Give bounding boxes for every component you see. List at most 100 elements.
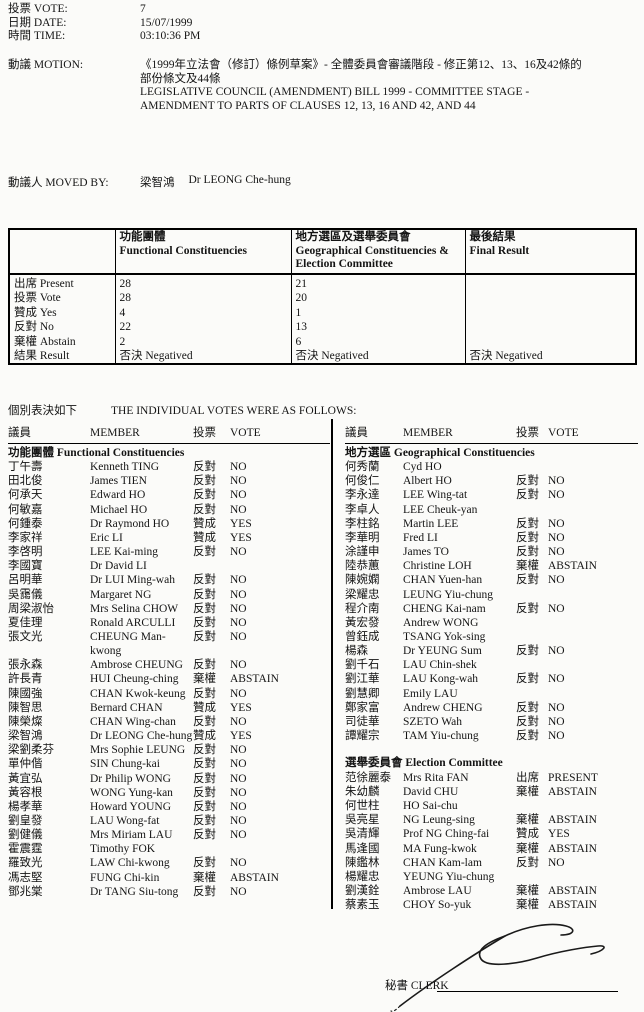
- member-vote-en: ABSTAIN: [548, 842, 597, 855]
- member-name-en: Timothy FOK: [90, 843, 156, 856]
- member-vote-en: [548, 687, 638, 701]
- member-row: 李國寶 Dr David LI: [8, 559, 330, 573]
- geographical-header-cn: 地方選區及選舉委員會: [295, 231, 411, 243]
- member-vote-en: NO: [230, 503, 247, 516]
- member-vote-cn: 反對: [193, 588, 216, 601]
- member-vote-en: NO: [230, 772, 247, 785]
- summary-final-value: [464, 274, 636, 292]
- member-col-header-cn: 議員: [8, 427, 31, 439]
- member-name-cn: 譚耀宗: [345, 730, 380, 743]
- member-name-en: Dr Raymond HO: [90, 517, 170, 530]
- member-name-en: Dr David LI: [90, 560, 147, 573]
- date-value: 15/07/1999: [140, 16, 193, 29]
- member-vote-en: ABSTAIN: [230, 673, 279, 686]
- member-name-en: LEE Kai-ming: [90, 546, 159, 559]
- mover-name-en: Dr LEONG Che-hung: [188, 174, 291, 186]
- member-vote-en: [548, 616, 638, 630]
- summary-row-label: 贊成 Yes: [8, 305, 115, 321]
- member-vote-en: NO: [230, 885, 247, 898]
- member-vote-cn: 反對: [193, 857, 216, 870]
- member-row: 劉江華 LAU Kong-wah 反對 NO: [345, 672, 638, 686]
- motion-block: 動議 MOTION: 《1999年立法會（修訂）條例草案》- 全體委員會審議階段…: [8, 59, 640, 113]
- member-vote-cn: 棄權: [516, 899, 539, 912]
- member-vote-en: NO: [548, 517, 565, 530]
- summary-header-row: 功能團體 Functional Constituencies 地方選區及選舉委員…: [8, 229, 636, 275]
- member-name-en: Mrs Miriam LAU: [90, 829, 173, 842]
- member-name-en: NG Leung-sing: [403, 814, 475, 827]
- time-value: 03:10:36 PM: [140, 30, 201, 42]
- summary-functional-value: 28: [114, 274, 291, 292]
- member-name-en: Albert HO: [403, 475, 452, 488]
- member-vote-en: [230, 842, 330, 856]
- member-name-en: HUI Cheung-ching: [90, 673, 179, 686]
- member-vote-cn: 反對: [193, 461, 216, 474]
- member-vote-cn: 棄權: [516, 785, 539, 798]
- member-name-en: YEUNG Yiu-chung: [403, 870, 495, 883]
- member-name-cn: 何敏嘉: [8, 503, 43, 516]
- member-vote-en: NO: [230, 489, 247, 502]
- member-name-cn: 周梁淑怡: [8, 602, 54, 615]
- member-vote-en: NO: [548, 673, 565, 686]
- member-name-en: Kenneth TING: [90, 461, 160, 474]
- member-name-en: LEE Cheuk-yan: [403, 503, 478, 516]
- summary-row: 投票 Vote 28 20: [8, 291, 636, 306]
- member-name-en: Prof NG Ching-fai: [403, 828, 490, 841]
- member-vote-en: ABSTAIN: [548, 814, 597, 827]
- member-name-cn: 丁午壽: [8, 461, 43, 474]
- moved-by-block: 動議人 MOVED BY: 梁智鴻 Dr LEONG Che-hung: [8, 174, 291, 190]
- member-vote-cn: [516, 870, 548, 884]
- member-row: 黃宏發 Andrew WONG: [345, 616, 638, 630]
- member-row: 夏佳理 Ronald ARCULLI 反對 NO: [8, 616, 330, 630]
- clerk-signature: [390, 923, 605, 1012]
- member-row: 田北俊 James TIEN 反對 NO: [8, 474, 330, 488]
- member-row: 黃宜弘 Dr Philip WONG 反對 NO: [8, 772, 330, 786]
- member-name-cn: 李啓明: [8, 546, 43, 559]
- member-vote-en: NO: [230, 857, 247, 870]
- summary-functional-value: 22: [114, 320, 291, 335]
- member-table-header: 議員 MEMBER 投票 VOTE: [8, 427, 330, 444]
- member-name-en: Fred LI: [403, 531, 438, 544]
- member-vote-en: NO: [230, 546, 247, 559]
- member-vote-en: [548, 799, 638, 813]
- member-name-cn: 楊耀忠: [345, 870, 380, 883]
- member-row: 蔡素玉 CHOY So-yuk 棄權 ABSTAIN: [345, 898, 638, 912]
- member-name-cn: 劉健儀: [8, 829, 43, 842]
- member-vote-en: NO: [230, 744, 247, 757]
- member-vote-en: [548, 460, 638, 474]
- member-name-en: CHEUNG Man-kwong: [90, 630, 166, 658]
- member-vote-cn: 反對: [516, 715, 539, 728]
- member-row: 陳榮燦 CHAN Wing-chan 反對 NO: [8, 715, 330, 729]
- member-name-en: Dr LEONG Che-hung: [90, 730, 193, 743]
- member-vote-cn: 出席: [516, 771, 539, 784]
- member-vote-cn: 反對: [193, 829, 216, 842]
- member-vote-cn: 反對: [193, 772, 216, 785]
- member-name-en: Dr YEUNG Sum: [403, 645, 482, 658]
- member-row: 陸恭蕙 Christine LOH 棄權 ABSTAIN: [345, 559, 638, 573]
- member-row: 張文光 CHEUNG Man-kwong 反對 NO: [8, 630, 330, 658]
- member-vote-en: NO: [230, 616, 247, 629]
- member-col-header-cn: 議員: [345, 427, 368, 439]
- member-vote-en: ABSTAIN: [548, 899, 597, 912]
- member-name-cn: 吳亮星: [345, 814, 380, 827]
- member-name-cn: 吳靄儀: [8, 588, 43, 601]
- member-vote-en: NO: [230, 588, 247, 601]
- member-row: 劉漢銓 Ambrose LAU 棄權 ABSTAIN: [345, 884, 638, 898]
- vote-number-value: 7: [140, 3, 146, 15]
- member-name-cn: 曾鈺成: [345, 630, 380, 643]
- member-name-cn: 張永森: [8, 659, 43, 672]
- member-name-en: CHAN Yuen-han: [403, 574, 483, 587]
- member-row: 馮志堅 FUNG Chi-kin 棄權 ABSTAIN: [8, 871, 330, 885]
- member-name-en: James TO: [403, 546, 449, 559]
- member-table-left: 議員 MEMBER 投票 VOTE 功能團體 Functional Consti…: [8, 427, 330, 899]
- member-name-en: Martin LEE: [403, 517, 459, 530]
- member-name-cn: 李卓人: [345, 503, 380, 516]
- member-vote-cn: 反對: [193, 489, 216, 502]
- member-vote-cn: 反對: [193, 744, 216, 757]
- member-name-en: CHAN Kwok-keung: [90, 687, 186, 700]
- member-row: 劉健儀 Mrs Miriam LAU 反對 NO: [8, 828, 330, 842]
- member-name-en: Mrs Sophie LEUNG: [90, 744, 186, 757]
- motion-text-en: LEGISLATIVE COUNCIL (AMENDMENT) BILL 199…: [140, 86, 530, 112]
- member-vote-cn: 反對: [193, 475, 216, 488]
- member-name-cn: 田北俊: [8, 475, 43, 488]
- member-name-en: Mrs Rita FAN: [403, 771, 469, 784]
